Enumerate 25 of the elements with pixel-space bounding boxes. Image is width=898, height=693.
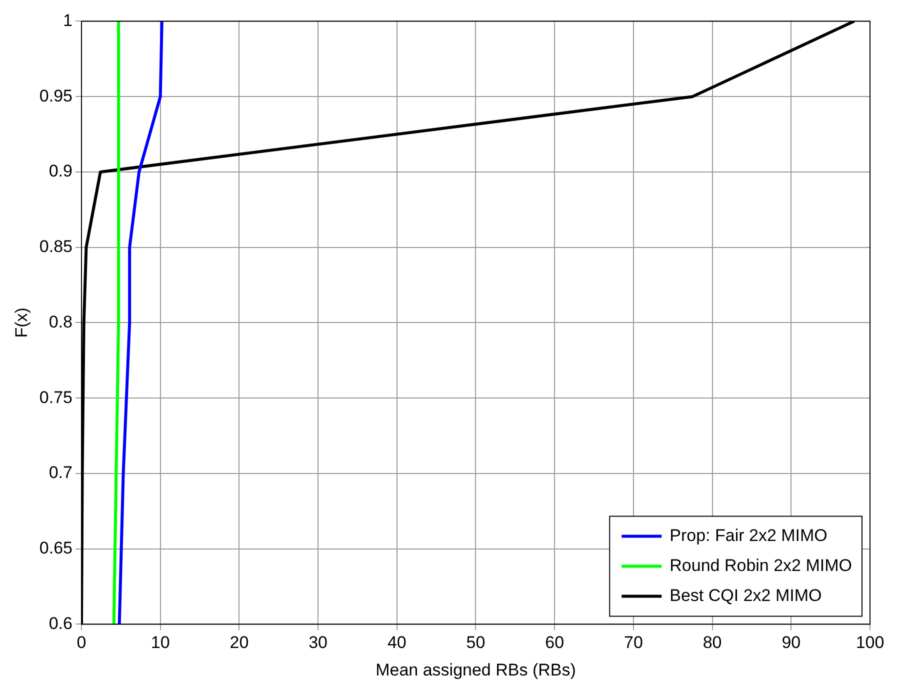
x-axis-title: Mean assigned RBs (RBs) bbox=[376, 660, 576, 680]
legend-label: Round Robin 2x2 MIMO bbox=[670, 556, 852, 575]
x-tick-label: 80 bbox=[702, 633, 722, 652]
x-tick-label: 10 bbox=[150, 633, 170, 652]
x-tick-label: 60 bbox=[545, 633, 564, 652]
y-tick-label: 0.85 bbox=[39, 237, 72, 256]
x-tick-label: 50 bbox=[466, 633, 486, 652]
x-tick-label: 40 bbox=[387, 633, 406, 652]
y-tick-label: 0.65 bbox=[39, 538, 72, 558]
x-tick-label: 100 bbox=[856, 633, 884, 652]
y-tick-label: 0.75 bbox=[39, 388, 72, 407]
x-tick-label: 30 bbox=[308, 633, 328, 652]
x-tick-label: 0 bbox=[76, 633, 86, 652]
x-tick-label: 90 bbox=[782, 633, 801, 652]
y-tick-label: 0.6 bbox=[48, 614, 72, 633]
y-tick-label: 0.95 bbox=[39, 86, 72, 106]
x-tick-label: 20 bbox=[230, 633, 249, 652]
y-tick-label: 0.7 bbox=[48, 463, 72, 482]
legend-label: Prop: Fair 2x2 MIMO bbox=[670, 526, 828, 545]
legend-label: Best CQI 2x2 MIMO bbox=[670, 586, 822, 605]
y-tick-label: 0.9 bbox=[48, 162, 72, 181]
x-tick-label: 70 bbox=[624, 633, 643, 652]
y-tick-label: 0.8 bbox=[48, 312, 72, 332]
y-tick-label: 1 bbox=[63, 10, 72, 30]
y-axis-title: F(x) bbox=[12, 308, 31, 338]
